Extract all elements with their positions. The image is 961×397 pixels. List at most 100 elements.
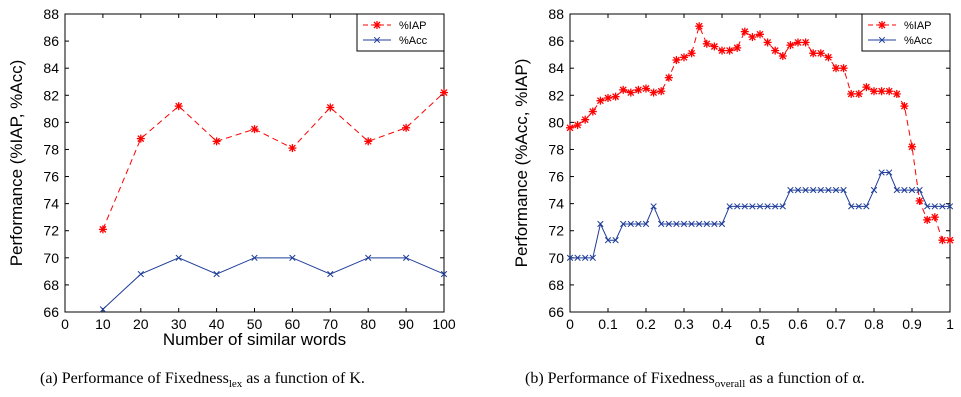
y-tick-label: 72	[43, 223, 59, 239]
acc-point	[863, 203, 870, 210]
legend-label: %Acc	[904, 35, 933, 47]
iap-point	[778, 51, 787, 60]
acc-point	[627, 220, 634, 228]
iap-point	[718, 46, 726, 55]
acc-point	[582, 254, 589, 261]
y-tick-label: 80	[43, 114, 59, 130]
iap-point	[440, 88, 448, 97]
x-tick-label: 0.9	[902, 316, 922, 332]
acc-point	[817, 186, 824, 194]
acc-point	[779, 203, 786, 210]
acc-point	[756, 203, 764, 210]
x-tick-label: 70	[323, 316, 339, 332]
acc-point	[901, 186, 908, 194]
acc-point	[916, 186, 923, 194]
acc-point	[749, 203, 756, 210]
iap-point	[900, 102, 909, 111]
x-tick-label: 30	[171, 316, 187, 332]
iap-point	[832, 64, 840, 73]
iap-point	[604, 93, 612, 102]
legend-box	[861, 13, 951, 52]
acc-point	[589, 254, 596, 261]
legend-label: %Acc	[399, 35, 428, 47]
iap-point	[212, 137, 221, 146]
x-tick-label: 0.8	[864, 316, 884, 332]
acc-point	[402, 254, 410, 261]
iap-point	[672, 56, 681, 65]
acc-point	[802, 186, 809, 194]
acc-point	[794, 186, 802, 194]
acc-point	[878, 169, 885, 176]
x-tick-label: 0.4	[712, 316, 732, 332]
acc-point	[741, 203, 748, 210]
iap-point	[687, 49, 696, 58]
iap-point	[763, 38, 772, 47]
iap-point	[801, 38, 810, 47]
x-axis-label: Number of similar words	[163, 330, 346, 349]
iap-point	[288, 144, 297, 153]
y-tick-label: 66	[43, 304, 59, 320]
acc-point	[289, 254, 296, 261]
acc-point	[642, 220, 650, 228]
acc-point	[825, 186, 832, 194]
x-tick-label: 0	[61, 316, 69, 332]
legend-marker	[878, 36, 886, 44]
y-tick-label: 76	[548, 169, 564, 185]
acc-point	[597, 220, 604, 228]
iap-point	[634, 85, 643, 94]
acc-point	[327, 270, 334, 278]
iap-point	[930, 213, 939, 222]
x-tick-label: 100	[432, 316, 456, 332]
x-tick-label: 1	[946, 316, 954, 332]
y-tick-label: 86	[43, 33, 59, 49]
acc-point	[574, 254, 581, 261]
acc-point	[832, 186, 840, 194]
iap-point	[892, 89, 901, 98]
acc-point	[604, 237, 612, 244]
iap-point	[619, 85, 628, 94]
iap-point	[136, 134, 145, 143]
iap-point	[680, 53, 688, 62]
acc-point	[718, 220, 726, 228]
y-tick-label: 74	[548, 196, 564, 212]
y-axis-label: Performance (%Acc, %IAP)	[512, 59, 531, 268]
legend-label: %IAP	[399, 20, 427, 32]
acc-point	[734, 203, 741, 210]
acc-point	[787, 186, 794, 194]
iap-point	[816, 49, 825, 58]
acc-point	[855, 203, 862, 210]
acc-point	[688, 220, 695, 228]
acc-point	[810, 186, 817, 194]
x-tick-label: 0.6	[788, 316, 808, 332]
iap-point	[649, 88, 658, 97]
iap-point	[98, 225, 107, 234]
iap-point	[756, 30, 764, 39]
y-tick-label: 76	[43, 169, 59, 185]
iap-point	[725, 46, 734, 55]
acc-point	[365, 254, 372, 261]
iap-point	[915, 196, 924, 205]
acc-point	[251, 254, 258, 261]
iap-point	[710, 42, 719, 51]
legend-marker	[373, 21, 381, 29]
acc-point	[673, 220, 680, 228]
acc-point	[696, 220, 703, 228]
caption-b: (b) Performance of Fixednessoverall as a…	[525, 370, 865, 391]
y-tick-label: 88	[43, 6, 59, 22]
acc-point	[440, 270, 448, 278]
iap-point	[588, 107, 597, 116]
iap-point	[862, 83, 871, 92]
iap-point	[908, 142, 916, 151]
iap-point	[326, 103, 335, 112]
y-tick-label: 74	[43, 196, 59, 212]
iap-point	[885, 87, 894, 96]
x-tick-label: 20	[133, 316, 149, 332]
acc-point	[939, 203, 946, 210]
acc-point	[658, 220, 665, 228]
acc-point	[908, 186, 916, 194]
chart-b: 0 0.1 0.2 0.3 0.4 0.5 0.6 0.7 0.8 0.9 1 66 68 70 72 74 7…	[512, 6, 954, 349]
iap-point	[839, 64, 848, 73]
x-tick-label: 0.2	[636, 316, 656, 332]
acc-point	[99, 306, 107, 313]
